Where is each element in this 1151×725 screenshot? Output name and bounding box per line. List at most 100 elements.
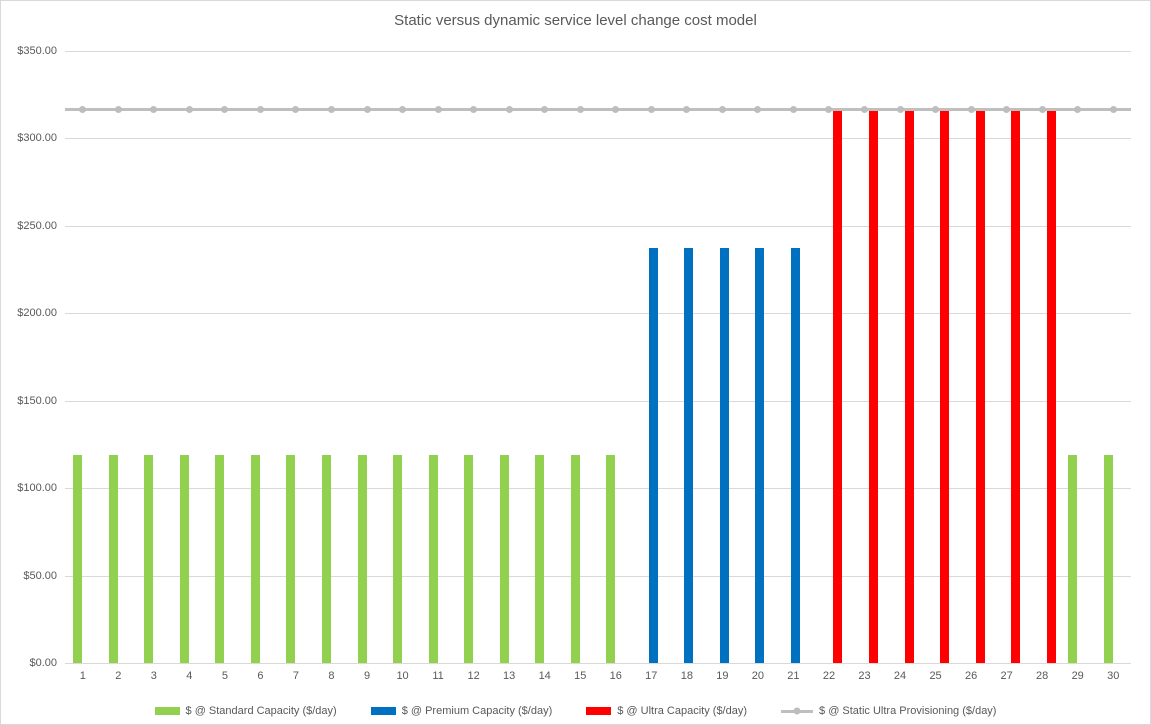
x-axis-tick-label: 9 (363, 670, 371, 682)
line-marker (683, 105, 691, 113)
line-marker (185, 105, 193, 113)
legend-item: $ @ Ultra Capacity ($/day) (586, 705, 747, 717)
x-axis-tick-label: 27 (1000, 670, 1013, 682)
bar (755, 247, 765, 663)
plot-area: 1 2 3 4 5 6 7 8 9 10 11 12 13 14 15 16 17 18 19 20 21 22 23 24 2… (65, 51, 1131, 682)
legend-item: $ @ Premium Capacity ($/day) (370, 705, 553, 717)
legend-item: $ @ Standard Capacity ($/day) (154, 705, 337, 717)
x-axis-tick-label: 11 (432, 670, 444, 682)
bar (833, 109, 843, 663)
legend-label: $ @ Static Ultra Provisioning ($/day) (819, 705, 997, 717)
x-axis-tick-label: 13 (503, 670, 516, 682)
gridline (65, 575, 1131, 577)
gridline (65, 51, 1131, 52)
y-axis-tick-label: $0.00 (29, 657, 57, 669)
y-axis-tick-label: $250.00 (17, 219, 57, 232)
line-marker (932, 105, 940, 113)
legend-item: $ @ Static Ultra Provisioning ($/day) (781, 705, 996, 717)
line-marker (221, 105, 229, 113)
legend-label: $ @ Ultra Capacity ($/day) (617, 705, 748, 717)
bar (1103, 455, 1113, 663)
bar (108, 455, 118, 663)
bar (215, 455, 225, 663)
line-marker (789, 105, 797, 113)
gridline (65, 488, 1131, 490)
bar (393, 455, 403, 663)
x-axis-tick-label: 10 (396, 670, 409, 682)
y-axis-tick-label: $50.00 (23, 569, 57, 582)
bar (535, 455, 545, 663)
line-marker (470, 105, 478, 113)
bar (322, 455, 331, 663)
line-marker (79, 105, 87, 113)
x-axis-tick-label: 23 (858, 670, 871, 682)
gridline (65, 663, 1131, 664)
gridline (65, 400, 1131, 402)
x-axis-tick-label: 24 (893, 670, 907, 682)
x-axis-tick-label: 14 (538, 670, 551, 682)
gridline (65, 313, 1131, 315)
bar (869, 109, 878, 663)
x-axis-tick-label: 2 (115, 670, 122, 682)
bar (719, 247, 729, 663)
bar (499, 455, 509, 663)
line-marker (647, 105, 655, 113)
x-axis-tick-label: 29 (1071, 670, 1084, 682)
line-marker (1109, 105, 1117, 113)
x-axis-tick-label: 26 (964, 670, 978, 682)
bar (790, 247, 800, 663)
x-axis-tick-label: 19 (716, 670, 729, 682)
x-axis-tick-label: 16 (609, 670, 622, 682)
legend-color-swatch-icon (154, 707, 180, 715)
y-axis-tick-label: $300.00 (17, 132, 57, 145)
bar (428, 455, 438, 663)
x-axis-tick-label: 1 (79, 670, 86, 682)
x-axis-tick-label: 8 (328, 670, 335, 682)
bar (286, 455, 296, 663)
x-axis-tick-label: 21 (787, 670, 800, 682)
chart-title: Static versus dynamic service level chan… (394, 12, 757, 29)
x-axis-tick-label: 25 (929, 670, 942, 682)
bar (179, 455, 189, 663)
bar (570, 455, 580, 663)
line-marker (754, 105, 762, 113)
legend-label: $ @ Premium Capacity ($/day) (401, 705, 553, 717)
bar (464, 455, 474, 663)
legend-color-swatch-icon (586, 707, 612, 715)
y-axis-tick-label: $150.00 (17, 394, 57, 407)
x-axis-tick-label: 22 (822, 670, 836, 682)
x-axis-tick-label: 12 (467, 670, 480, 682)
bar (606, 455, 616, 663)
line-marker (861, 105, 868, 113)
bar (144, 455, 154, 663)
x-axis-tick-label: 5 (221, 670, 228, 682)
bar (684, 247, 694, 663)
bar (904, 109, 914, 663)
legend-line-marker-icon (793, 707, 801, 715)
bar (940, 109, 950, 663)
gridline (65, 138, 1131, 140)
x-axis-tick-label: 15 (574, 670, 587, 682)
y-axis-tick-label: $100.00 (17, 482, 57, 495)
y-axis-tick-label: $200.00 (17, 307, 57, 320)
line-marker (1074, 105, 1082, 113)
bar (1068, 455, 1078, 663)
bar (1011, 109, 1021, 663)
legend-line-swatch-icon (781, 707, 814, 715)
line-series (65, 107, 1131, 111)
bar (975, 109, 985, 663)
line-marker (150, 105, 158, 113)
line-marker (541, 105, 549, 113)
bar (250, 455, 260, 663)
y-axis-tick-label: $350.00 (17, 45, 57, 57)
line-marker (825, 105, 833, 113)
line-marker (328, 105, 335, 113)
gridline (65, 225, 1131, 227)
line-marker (896, 105, 904, 113)
x-axis-tick-label: 30 (1107, 670, 1120, 682)
bar (357, 455, 367, 663)
bar (73, 455, 83, 663)
line-marker (114, 105, 122, 113)
x-axis-tick-label: 3 (150, 670, 157, 682)
